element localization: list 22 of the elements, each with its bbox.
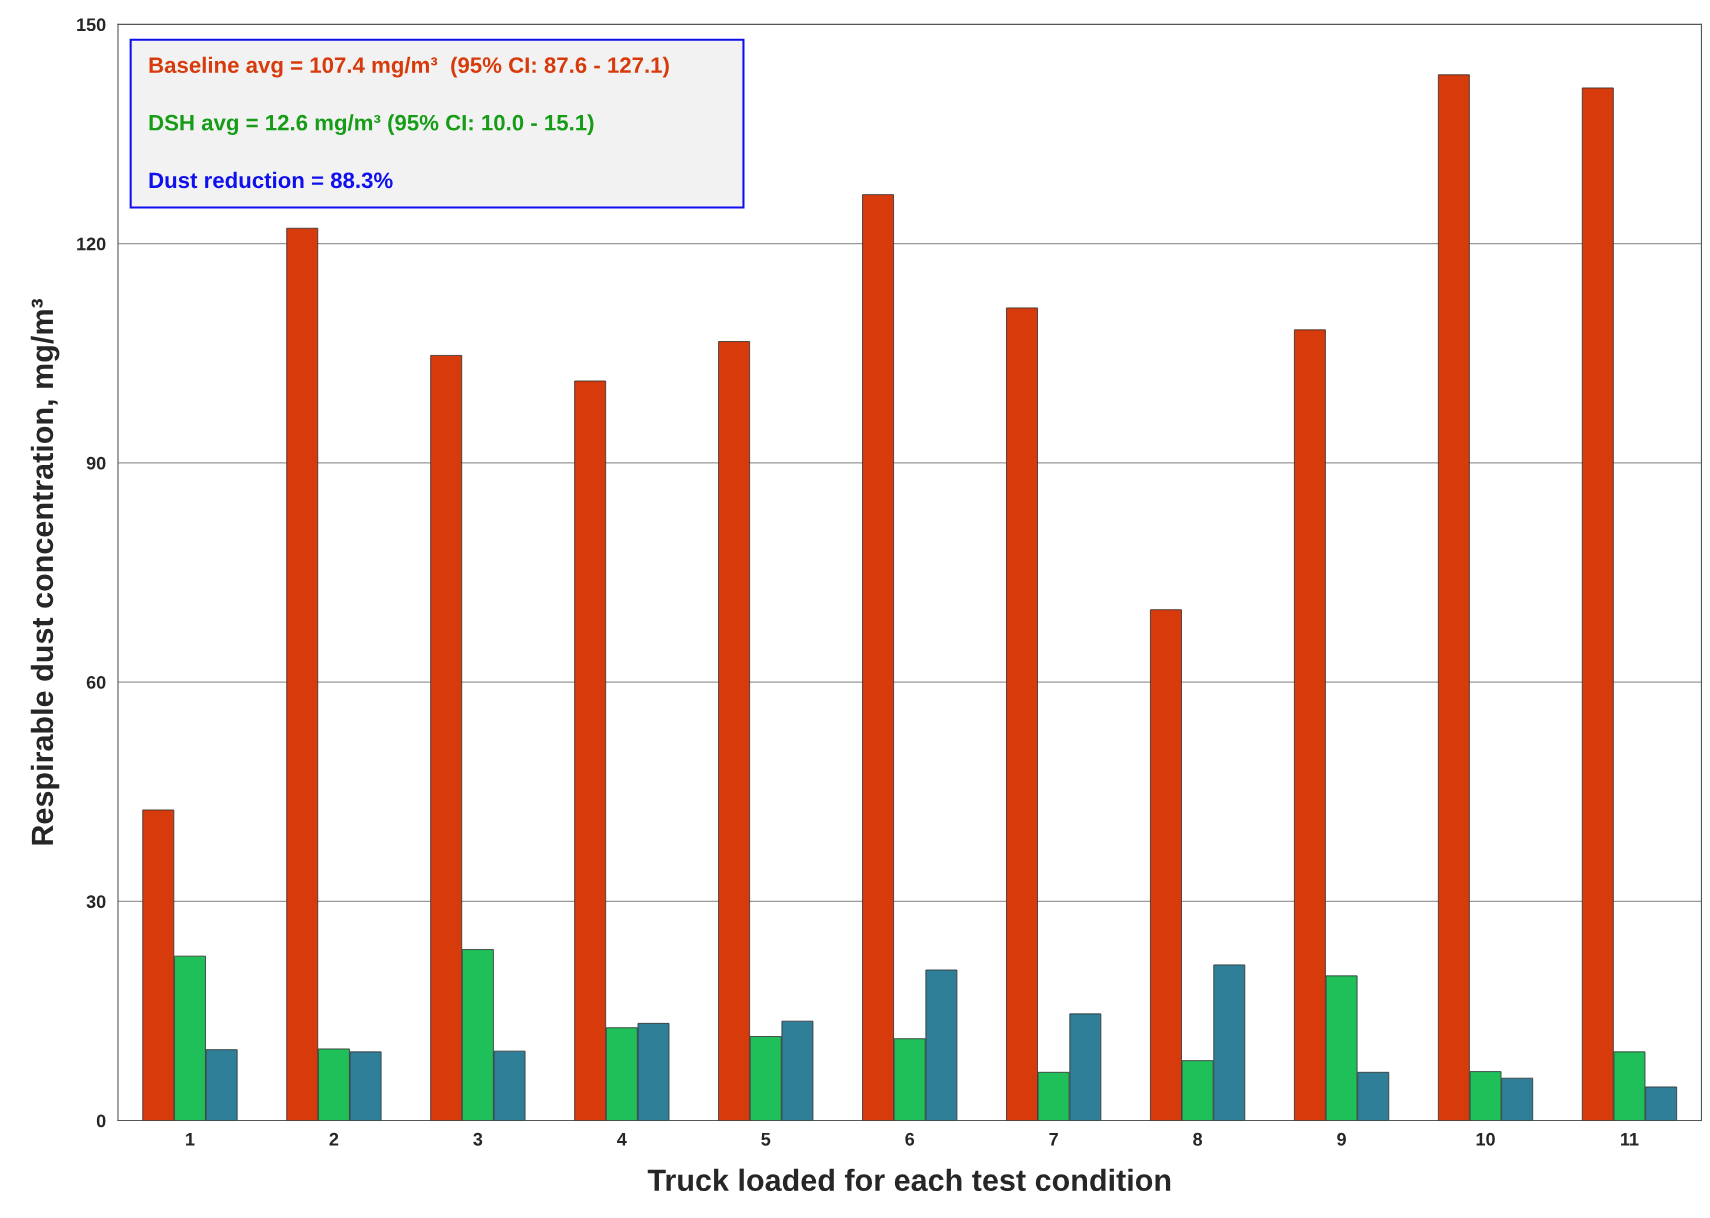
x-tick-label: 8 [1193,1132,1203,1146]
y-tick-label: 90 [86,456,106,470]
y-axis-title: Respirable dust concentration, mg/m³ [30,298,60,845]
x-tick-label: 6 [905,1132,915,1146]
y-tick-label: 30 [86,895,106,909]
y-tick-label: 60 [86,676,106,689]
annotation: Baseline avg = 107.4 mg/m³ (95% CI: 87.6 - 127.1) [149,56,669,78]
y-tick-label: 150 [77,18,106,32]
y-tick-label: 120 [77,237,106,251]
x-tick-label: 2 [329,1132,339,1146]
x-tick-label: 4 [617,1133,627,1146]
x-tick-label: 10 [1476,1132,1495,1146]
x-tick-label: 5 [761,1133,771,1146]
x-tick-label: 3 [473,1132,483,1146]
annotation: Dust reduction = 88.3% [149,171,393,189]
y-tick-label: 0 [96,1114,106,1128]
x-tick-label: 7 [1049,1133,1058,1146]
x-tick-label: 1 [186,1133,195,1146]
x-tick-label: 9 [1337,1132,1346,1146]
x-tick-label: 11 [1621,1133,1639,1146]
x-axis-title: Truck loaded for each test condition [647,1168,1171,1192]
annotation: DSH avg = 12.6 mg/m³ (95% CI: 10.0 - 15.1) [149,114,594,136]
